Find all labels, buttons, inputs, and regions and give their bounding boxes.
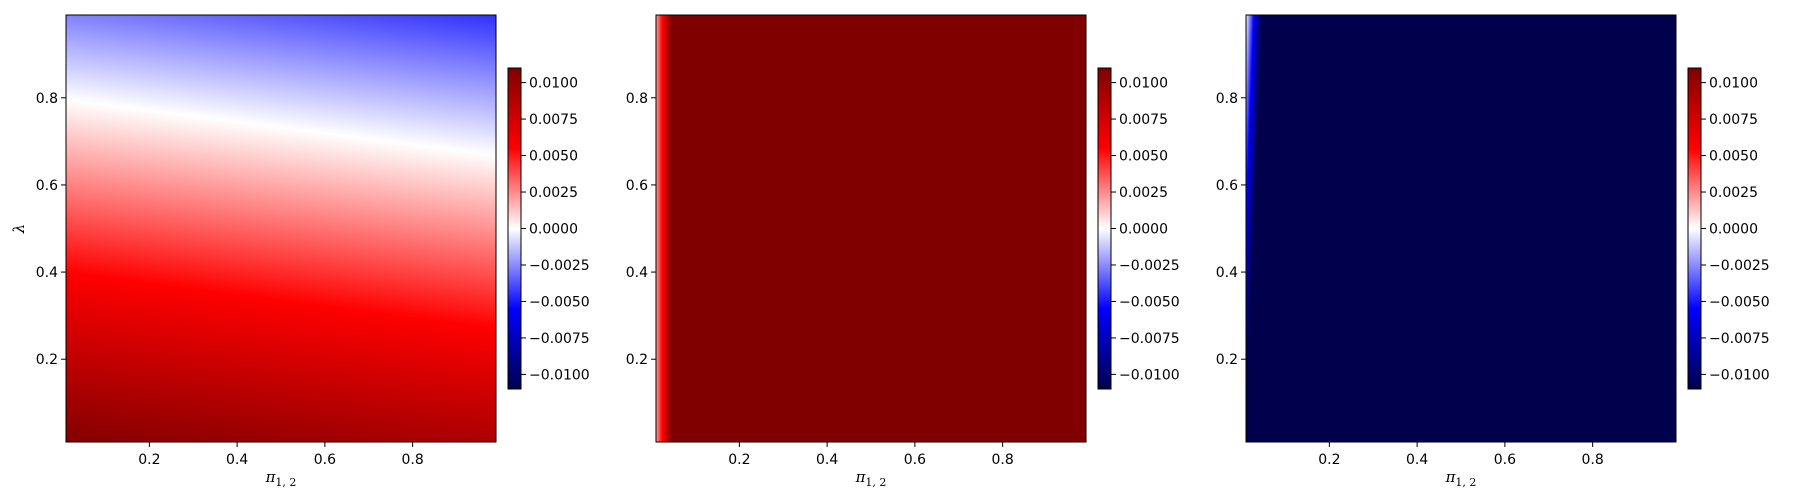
plot-frame <box>1245 14 1677 443</box>
y-tick-label: 0.4 <box>626 265 648 281</box>
colorbar-tick-label: −0.0075 <box>529 331 590 347</box>
y-tick-label: 0.4 <box>1216 265 1238 281</box>
x-axis-title: π1, 2 <box>1445 468 1477 489</box>
colorbar-tick-label: −0.0075 <box>1119 331 1180 347</box>
x-axis-title-subscript: 1, 2 <box>865 476 886 489</box>
colorbar-tick-label: 0.0025 <box>529 185 578 201</box>
colorbar: 0.0100 0.0075 0.0050 0.0025 0.0000 −0.0025 −0.… <box>507 67 590 390</box>
y-tick-label: 0.8 <box>626 91 648 107</box>
x-tick-label: 0.8 <box>991 452 1013 468</box>
x-tick-label: 0.6 <box>904 452 926 468</box>
colorbar-gradient <box>1687 67 1702 390</box>
x-tick-label: 0.4 <box>816 452 838 468</box>
colorbar-tick-label: 0.0050 <box>1709 149 1758 165</box>
x-tick-label: 0.4 <box>226 452 248 468</box>
colorbar-tick-label: 0.0025 <box>1119 185 1168 201</box>
x-tick-label: 0.2 <box>1318 452 1340 468</box>
x-axis-title-subscript: 1, 2 <box>275 476 296 489</box>
colorbar-tick-label: 0.0000 <box>1709 222 1758 238</box>
heatmap-panel-3: 0.2 0.4 0.6 0.8 0.2 0.4 0.6 0.8 π1, 2 0.0100 0.007… <box>1216 14 1770 489</box>
y-tick-label: 0.6 <box>36 178 58 194</box>
x-axis-title: π1, 2 <box>265 468 297 489</box>
colorbar-gradient <box>507 67 522 390</box>
colorbar-tick-label: −0.0025 <box>1119 258 1180 274</box>
y-tick-label: 0.2 <box>626 352 648 368</box>
x-tick-label: 0.2 <box>138 452 160 468</box>
heatmap-panel-1: 0.2 0.4 0.6 0.8 0.2 0.4 0.6 0.8 π1, 2 λ 0.0100 0.00… <box>10 14 590 489</box>
x-tick-label: 0.2 <box>728 452 750 468</box>
colorbar: 0.0100 0.0075 0.0050 0.0025 0.0000 −0.0025 −0.… <box>1687 67 1770 390</box>
colorbar-tick-label: −0.0100 <box>529 367 590 383</box>
colorbar-tick-label: 0.0000 <box>529 222 578 238</box>
y-tick-label: 0.8 <box>36 91 58 107</box>
colorbar-tick-label: −0.0100 <box>1119 367 1180 383</box>
colorbar-tick-label: 0.0000 <box>1119 222 1168 238</box>
y-tick-label: 0.6 <box>1216 178 1238 194</box>
colorbar-tick-label: −0.0025 <box>529 258 590 274</box>
x-axis-title-subscript: 1, 2 <box>1455 476 1476 489</box>
colorbar-tick-label: −0.0050 <box>1709 294 1770 310</box>
colorbar-tick-label: −0.0025 <box>1709 258 1770 274</box>
heatmap-panel-2: 0.2 0.4 0.6 0.8 0.2 0.4 0.6 0.8 π1, 2 0.0100 0.007… <box>626 14 1180 489</box>
colorbar-tick-label: 0.0100 <box>529 76 578 92</box>
y-tick-label: 0.6 <box>626 178 648 194</box>
plot-frame <box>65 14 497 443</box>
colorbar-tick-label: −0.0100 <box>1709 367 1770 383</box>
y-axis-title: λ <box>10 224 28 235</box>
y-tick-label: 0.2 <box>36 352 58 368</box>
colorbar: 0.0100 0.0075 0.0050 0.0025 0.0000 −0.0025 −0.… <box>1097 67 1180 390</box>
x-tick-label: 0.8 <box>401 452 423 468</box>
y-tick-label: 0.8 <box>1216 91 1238 107</box>
colorbar-tick-label: −0.0050 <box>529 294 590 310</box>
plot-frame <box>655 14 1087 443</box>
colorbar-tick-label: 0.0075 <box>529 112 578 128</box>
y-tick-label: 0.4 <box>36 265 58 281</box>
colorbar-tick-label: −0.0050 <box>1119 294 1180 310</box>
y-tick-label: 0.2 <box>1216 352 1238 368</box>
colorbar-tick-label: −0.0075 <box>1709 331 1770 347</box>
x-tick-label: 0.8 <box>1581 452 1603 468</box>
heatmap-image <box>66 15 496 442</box>
heatmap-image <box>1246 15 1676 442</box>
colorbar-tick-label: 0.0100 <box>1119 76 1168 92</box>
colorbar-tick-label: 0.0050 <box>1119 149 1168 165</box>
colorbar-tick-label: 0.0025 <box>1709 185 1758 201</box>
colorbar-tick-label: 0.0050 <box>529 149 578 165</box>
x-axis-title: π1, 2 <box>855 468 887 489</box>
x-tick-label: 0.6 <box>1494 452 1516 468</box>
colorbar-tick-label: 0.0075 <box>1709 112 1758 128</box>
colorbar-gradient <box>1097 67 1112 390</box>
colorbar-tick-label: 0.0100 <box>1709 76 1758 92</box>
x-tick-label: 0.6 <box>314 452 336 468</box>
heatmap-image <box>656 15 1086 442</box>
colorbar-tick-label: 0.0075 <box>1119 112 1168 128</box>
x-tick-label: 0.4 <box>1406 452 1428 468</box>
